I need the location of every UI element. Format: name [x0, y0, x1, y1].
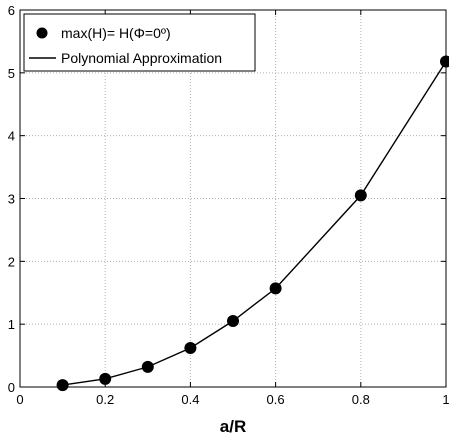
- data-point: [440, 55, 449, 68]
- y-tick-label: 3: [8, 192, 15, 207]
- series-markers: [56, 55, 449, 392]
- legend-label-polynomial: Polynomial Approximation: [61, 50, 222, 66]
- data-point: [56, 379, 69, 392]
- data-point: [269, 282, 282, 295]
- x-tick-label: 0.6: [267, 392, 285, 407]
- data-point: [184, 342, 197, 355]
- y-tick-label: 6: [8, 3, 15, 18]
- y-tick-label: 0: [8, 380, 15, 395]
- y-tick-label: 2: [8, 254, 15, 269]
- y-tick-label: 4: [8, 129, 15, 144]
- x-tick-label: 0.2: [96, 392, 114, 407]
- plot-frame: [19, 9, 447, 388]
- legend-label-max-h: max(H)= H(Φ=0º): [61, 25, 171, 41]
- y-tick-label: 5: [8, 66, 15, 81]
- x-tick-label: 1: [442, 392, 449, 407]
- x-axis-title: a/R: [220, 417, 246, 436]
- x-tick-label: 0.8: [352, 392, 370, 407]
- y-tick-label: 1: [8, 317, 15, 332]
- legend-marker-icon: [36, 27, 48, 39]
- data-point: [227, 315, 239, 328]
- data-point: [99, 372, 112, 385]
- legend-box: [23, 13, 256, 72]
- x-axis-ticks: 0 0.2 0.4 0.6 0.8 1: [16, 10, 449, 407]
- data-point: [141, 360, 154, 373]
- x-tick-label: 0: [16, 392, 23, 407]
- x-tick-label: 0.4: [181, 392, 199, 407]
- series-line-polynomial-approximation: [62, 61, 447, 386]
- legend: max(H)= H(Φ=0º) Polynomial Approximation: [23, 13, 256, 72]
- data-point: [354, 189, 367, 202]
- y-axis-ticks: 0 1 2 3 4 5 6: [8, 3, 446, 395]
